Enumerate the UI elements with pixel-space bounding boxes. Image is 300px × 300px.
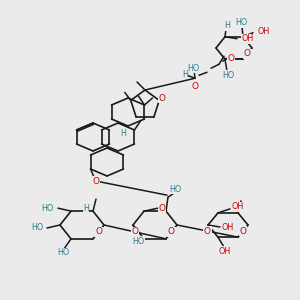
Text: OH: OH	[219, 247, 231, 256]
Text: O: O	[191, 82, 199, 91]
Text: H: H	[182, 70, 188, 79]
Text: OH: OH	[222, 223, 234, 232]
Text: OH: OH	[241, 34, 253, 43]
Text: HO: HO	[57, 248, 69, 257]
Text: HO: HO	[132, 236, 144, 245]
Text: O: O	[168, 227, 175, 236]
Text: O: O	[239, 226, 247, 236]
Text: H: H	[120, 130, 126, 139]
Text: HO: HO	[235, 18, 247, 27]
Text: H: H	[83, 204, 89, 213]
Text: O: O	[244, 49, 251, 58]
Text: O: O	[227, 54, 235, 63]
Text: O: O	[131, 227, 139, 236]
Text: O: O	[92, 176, 99, 185]
Text: O: O	[95, 227, 102, 236]
Text: O: O	[204, 226, 211, 236]
Text: OH: OH	[257, 27, 269, 36]
Text: HO: HO	[169, 184, 181, 194]
Text: HO: HO	[42, 204, 54, 213]
Text: HO: HO	[187, 64, 199, 73]
Text: OH: OH	[232, 202, 244, 211]
Text: HO: HO	[31, 224, 43, 232]
Text: H: H	[224, 21, 230, 30]
Text: O: O	[159, 94, 166, 103]
Text: HO: HO	[222, 71, 234, 80]
Text: O: O	[158, 204, 166, 213]
